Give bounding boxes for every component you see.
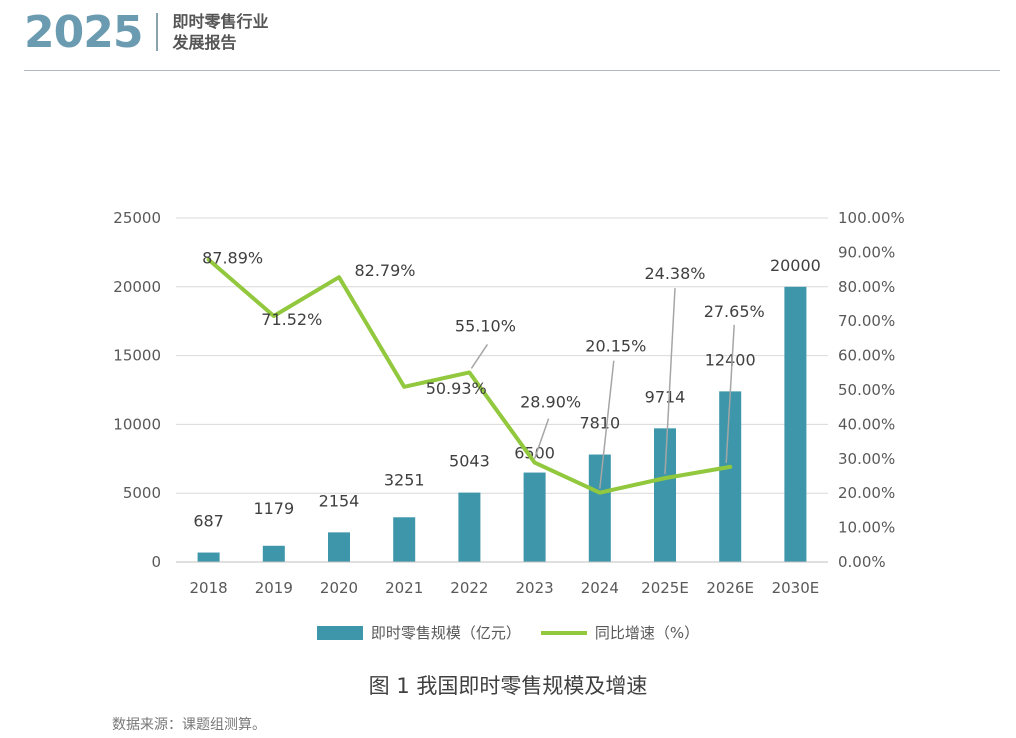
bar-data-label: 3251 — [384, 470, 425, 489]
y-right-tick-label: 0.00% — [838, 553, 886, 571]
bar — [654, 428, 676, 562]
bar — [523, 472, 546, 562]
bar-data-label: 5043 — [449, 452, 490, 471]
y-right-tick-label: 20.00% — [838, 484, 895, 502]
y-right-tick-label: 100.00% — [838, 209, 905, 227]
bar-data-label: 1179 — [253, 499, 294, 518]
y-right-tick-label: 40.00% — [838, 415, 895, 433]
bar — [458, 492, 481, 562]
leader-line — [470, 344, 489, 369]
y-right-tick-label: 10.00% — [838, 519, 895, 537]
legend-label-line: 同比增速（%） — [594, 624, 700, 642]
legend-item-line: 同比增速（%） — [540, 622, 700, 643]
y-right-tick-label: 30.00% — [838, 450, 895, 468]
y-left-tick-label: 25000 — [113, 209, 161, 227]
report-title-line2: 发展报告 — [172, 33, 237, 52]
y-left-tick-label: 0 — [151, 553, 161, 571]
x-tick-label: 2023 — [516, 579, 554, 597]
line-data-label: 87.89% — [202, 249, 263, 268]
x-tick-label: 2030E — [772, 579, 820, 597]
bar — [393, 517, 416, 562]
line-data-label: 82.79% — [354, 261, 415, 280]
bar-data-label: 20000 — [770, 256, 821, 275]
line-data-label: 28.90% — [520, 393, 581, 412]
data-source: 数据来源：课题组测算。 — [112, 717, 266, 733]
legend-label-bar: 即时零售规模（亿元） — [370, 624, 521, 642]
bar — [328, 532, 350, 562]
line-data-label: 20.15% — [585, 337, 646, 356]
y-left-tick-label: 20000 — [113, 278, 161, 296]
y-left-tick-label: 5000 — [123, 484, 161, 502]
chart-legend: 即时零售规模（亿元） 同比增速（%） — [0, 622, 1016, 643]
x-tick-label: 2024 — [581, 579, 619, 597]
y-right-tick-label: 60.00% — [838, 347, 895, 365]
bar-data-label: 12400 — [705, 350, 756, 369]
bar — [197, 552, 220, 562]
line-data-label: 50.93% — [426, 379, 487, 398]
x-tick-label: 2025E — [641, 579, 689, 597]
y-right-tick-label: 50.00% — [838, 381, 895, 399]
x-tick-label: 2018 — [190, 579, 228, 597]
leader-line — [533, 418, 550, 459]
line-data-label: 27.65% — [704, 302, 765, 321]
x-tick-label: 2022 — [450, 579, 488, 597]
bar-data-label: 2154 — [319, 491, 360, 510]
line-data-label: 24.38% — [644, 264, 705, 283]
x-tick-label: 2026E — [706, 579, 754, 597]
line-data-label: 55.10% — [455, 316, 516, 335]
header-rule — [24, 70, 1000, 71]
y-right-tick-label: 90.00% — [838, 243, 895, 261]
y-left-tick-label: 10000 — [113, 415, 161, 433]
report-title-line1: 即时零售行业 — [172, 12, 269, 31]
leader-line — [725, 324, 735, 463]
figure-caption: 图 1 我国即时零售规模及增速 — [368, 674, 648, 698]
bar — [784, 286, 807, 562]
bar — [262, 545, 285, 562]
x-tick-label: 2019 — [255, 579, 293, 597]
bar — [588, 454, 611, 562]
legend-swatch-bar — [316, 625, 363, 640]
legend-swatch-line — [540, 630, 587, 635]
combo-chart: 0 5000 10000 15000 20000 25000 0.00% 10.00% 20.0… — [113, 209, 905, 597]
y-right-tick-label: 80.00% — [838, 278, 895, 296]
y-left-tick-label: 15000 — [113, 347, 161, 365]
legend-item-bar: 即时零售规模（亿元） — [316, 622, 521, 643]
y-right-tick-label: 70.00% — [838, 312, 895, 330]
bar-data-label: 7810 — [579, 414, 620, 433]
x-tick-label: 2020 — [320, 579, 358, 597]
report-year: 2025 — [24, 6, 143, 58]
x-tick-label: 2021 — [385, 579, 423, 597]
leader-line — [664, 288, 676, 475]
bar-data-label: 9714 — [645, 387, 686, 406]
line-data-label: 71.52% — [261, 310, 322, 329]
report-title: 即时零售行业 发展报告 — [172, 11, 268, 53]
growth-line — [206, 257, 733, 495]
header-divider — [156, 13, 159, 51]
bar — [719, 391, 742, 562]
bar-data-label: 687 — [193, 512, 224, 531]
leader-line — [599, 360, 615, 489]
report-header: 2025 即时零售行业 发展报告 — [24, 6, 268, 58]
